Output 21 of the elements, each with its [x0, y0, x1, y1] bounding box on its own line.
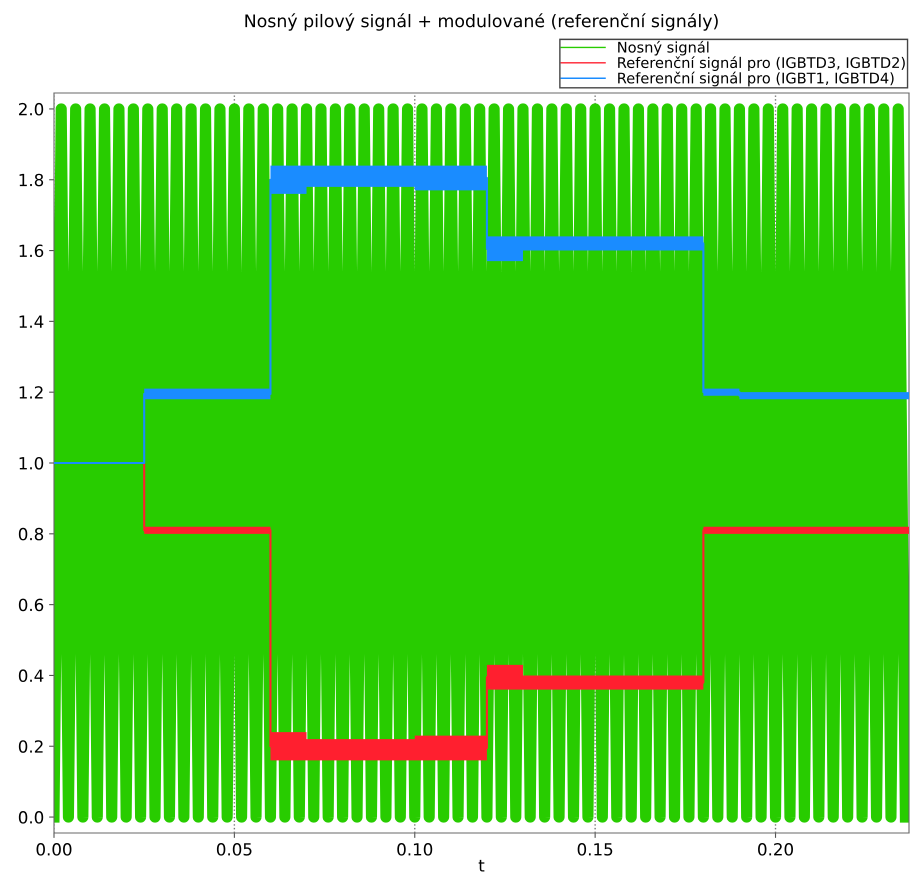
legend-label: Nosný signál — [618, 40, 708, 56]
y-tick-label: 2.0 — [18, 102, 44, 116]
legend-label: Referenční signál pro (IGBT1, IGBTD4) — [618, 72, 894, 86]
x-tick-label: 0.20 — [758, 843, 793, 856]
legend-label: Referenční signál pro (IGBTD3, IGBTD2) — [618, 56, 905, 71]
y-tick-label: 1.0 — [20, 456, 44, 470]
y-tick-label: 0.2 — [18, 740, 43, 753]
x-tick-label: 0.00 — [36, 843, 72, 856]
x-tick-label: 0.10 — [397, 843, 432, 856]
y-tick-label: 0.6 — [18, 598, 44, 612]
chart-title: Nosný pilový signál + modulované (referenční signály) — [245, 13, 718, 31]
y-tick-label: 1.4 — [20, 316, 44, 328]
y-tick-label: 0.4 — [18, 669, 44, 682]
x-tick-label: 0.15 — [578, 843, 612, 856]
x-tick-label: 0.05 — [216, 843, 252, 856]
y-tick-label: 1.6 — [20, 244, 44, 258]
y-tick-label: 1.2 — [20, 386, 43, 399]
y-tick-label: 1.8 — [20, 174, 44, 186]
x-axis-title: t — [478, 860, 484, 872]
y-tick-label: 0.0 — [18, 811, 44, 824]
y-tick-label: 0.8 — [18, 528, 44, 540]
